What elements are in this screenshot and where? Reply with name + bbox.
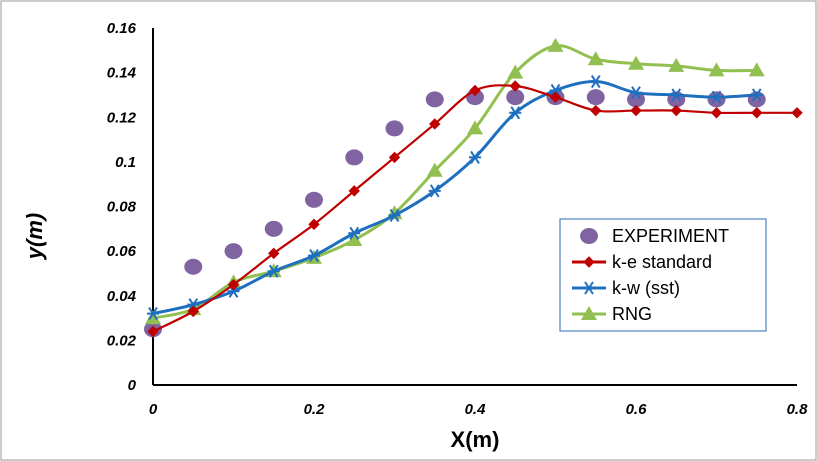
x-tick-label: 0: [149, 401, 158, 418]
x-axis-title: X(m): [451, 427, 500, 452]
data-point: [429, 118, 441, 130]
y-tick-label: 0: [128, 377, 137, 394]
data-point: [708, 62, 725, 77]
data-point: [346, 231, 363, 246]
legend-entry: EXPERIMENT: [580, 226, 729, 246]
data-point: [345, 149, 364, 166]
data-point: [589, 74, 602, 89]
data-point: [791, 107, 803, 119]
data-point: [751, 107, 763, 119]
data-point: [710, 90, 723, 104]
data-point: [187, 305, 199, 318]
legend-swatch-marker: [583, 281, 595, 295]
legend-label: EXPERIMENT: [612, 226, 729, 246]
data-point: [628, 55, 644, 70]
legend-label: k-w (sst): [612, 278, 680, 298]
data-point: [707, 91, 726, 108]
legend: EXPERIMENT k-e standard k-w (sst) RNG: [559, 218, 767, 332]
legend-entry: k-w (sst): [572, 278, 680, 298]
data-point: [587, 51, 604, 66]
y-tick-label: 0.1: [115, 154, 136, 171]
data-point: [467, 120, 483, 135]
data-point: [425, 91, 444, 108]
series-line: [152, 80, 757, 316]
legend-label: RNG: [612, 304, 652, 324]
legend-label: k-e standard: [612, 252, 712, 272]
series-k-e-standard: [147, 80, 803, 338]
series-k-w-sst: [147, 74, 763, 321]
data-point: [506, 89, 525, 106]
y-tick-label: 0.04: [107, 288, 137, 305]
data-point: [586, 89, 605, 106]
data-point: [668, 57, 685, 72]
data-point: [145, 310, 161, 325]
data-point: [428, 184, 441, 198]
data-point: [426, 162, 443, 177]
y-tick-label: 0.16: [107, 20, 137, 37]
legend-entry: RNG: [572, 304, 652, 324]
series-line: [152, 44, 757, 320]
data-point: [630, 86, 642, 100]
data-point: [348, 226, 361, 240]
x-tick-label: 0.6: [626, 401, 648, 418]
data-point: [670, 88, 683, 102]
x-tick-labels: 0 0.2 0.4 0.6 0.8: [149, 401, 808, 418]
data-point: [509, 106, 522, 120]
data-point: [469, 84, 481, 97]
data-point: [507, 64, 524, 79]
y-tick-label: 0.06: [107, 243, 137, 260]
data-point: [509, 80, 521, 92]
y-tick-label: 0.02: [107, 332, 137, 349]
legend-entries: EXPERIMENT k-e standard k-w (sst) RNG: [572, 226, 729, 324]
data-point: [469, 150, 481, 164]
data-point: [227, 278, 240, 291]
data-point: [147, 325, 159, 338]
data-point: [630, 104, 642, 117]
data-point: [147, 307, 159, 321]
legend-swatch-marker: [580, 228, 598, 244]
data-point: [224, 243, 243, 260]
series-layer: [144, 37, 803, 338]
data-point: [627, 91, 645, 108]
data-point: [388, 151, 401, 164]
data-point: [268, 247, 280, 260]
legend-swatch-marker: [581, 306, 597, 320]
data-point: [305, 191, 323, 208]
data-point: [267, 264, 280, 278]
data-point: [750, 88, 763, 102]
y-axis-title: y(m): [22, 213, 47, 260]
data-point: [308, 249, 320, 263]
data-point: [547, 37, 564, 52]
data-point: [710, 107, 723, 119]
x-tick-label: 0.2: [304, 401, 326, 418]
y-tick-label: 0.12: [107, 109, 137, 126]
x-tick-label: 0.4: [465, 401, 487, 418]
data-point: [748, 62, 765, 77]
data-point: [385, 120, 404, 137]
data-point: [590, 104, 602, 117]
y-tick-label: 0.14: [107, 65, 137, 82]
data-point: [308, 218, 320, 231]
y-tick-label: 0.08: [107, 199, 137, 216]
data-point: [348, 185, 360, 197]
data-point: [264, 220, 283, 237]
legend-swatch-marker: [583, 256, 595, 268]
data-point: [670, 104, 682, 117]
legend-entry: k-e standard: [572, 252, 712, 272]
data-point: [549, 91, 562, 103]
y-tick-labels: 0 0.02 0.04 0.06 0.08 0.1 0.12 0.14 0.16: [107, 20, 137, 394]
data-point: [388, 208, 401, 222]
x-tick-label: 0.8: [787, 401, 809, 418]
data-point: [184, 258, 203, 275]
